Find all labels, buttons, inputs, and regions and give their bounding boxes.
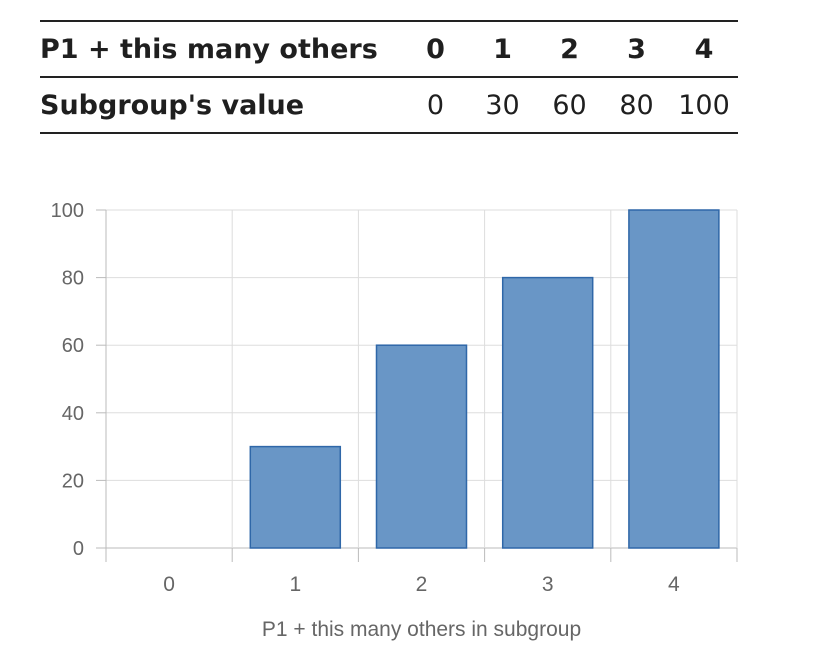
y-tick-label: 60 <box>62 335 84 357</box>
bar-3 <box>501 276 594 549</box>
x-axis-title: P1 + this many others in subgroup <box>262 618 581 641</box>
x-tick-label: 0 <box>163 573 175 596</box>
y-tick-label: 40 <box>62 403 84 425</box>
value-cell: 30 <box>469 77 536 134</box>
header-row-label: P1 + this many others <box>40 20 402 78</box>
y-tick-label: 80 <box>62 268 84 290</box>
value-row-label: Subgroup's value <box>40 77 402 134</box>
bar-1 <box>249 445 342 549</box>
table-header-row: P1 + this many others 0 1 2 3 4 <box>40 20 738 78</box>
value-cell: 80 <box>603 77 670 134</box>
header-cell: 1 <box>469 20 536 78</box>
header-cell: 4 <box>670 20 738 78</box>
value-cell: 0 <box>402 77 469 134</box>
bar-2 <box>375 344 468 549</box>
header-cell: 3 <box>603 20 670 78</box>
x-tick-label: 2 <box>416 573 428 596</box>
y-tick-label: 0 <box>73 538 84 560</box>
value-table: P1 + this many others 0 1 2 3 4 Subgroup… <box>40 20 738 134</box>
x-tick-label: 3 <box>542 573 554 596</box>
value-cell: 100 <box>670 77 738 134</box>
bar-4 <box>628 209 720 549</box>
y-tick-label: 20 <box>62 470 84 492</box>
x-tick-label: 1 <box>289 573 301 596</box>
header-cell: 2 <box>536 20 603 78</box>
x-tick-label: 4 <box>668 573 680 596</box>
y-tick-label: 100 <box>51 200 84 222</box>
value-cell: 60 <box>536 77 603 134</box>
header-cell: 0 <box>402 20 469 78</box>
table-value-row: Subgroup's value 0 30 60 80 100 <box>40 77 738 134</box>
